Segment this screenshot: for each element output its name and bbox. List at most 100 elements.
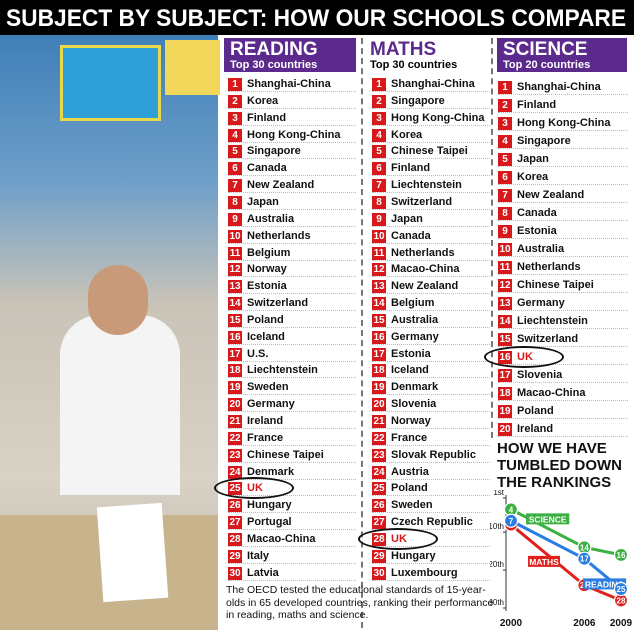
country-name: Finland xyxy=(391,162,431,175)
rank-badge: 10 xyxy=(372,229,386,243)
country-name: Iceland xyxy=(391,364,429,377)
country-name: Germany xyxy=(247,398,295,411)
y-tick-label: 1st xyxy=(493,490,504,497)
country-name: Ireland xyxy=(517,423,554,435)
rank-badge: 17 xyxy=(498,369,512,382)
rank-badge: 9 xyxy=(498,225,512,238)
country-name: Switzerland xyxy=(391,195,453,208)
ranking-row: 17 Slovenia xyxy=(498,368,628,383)
country-name: Germany xyxy=(391,330,439,343)
rank-badge: 14 xyxy=(228,297,242,311)
ranking-row: 16 Iceland xyxy=(228,330,356,345)
rank-badge: 21 xyxy=(228,415,242,428)
rank-badge: 13 xyxy=(228,280,242,294)
ranking-row: 13 New Zealand xyxy=(372,279,490,295)
country-name: Slovak Republic xyxy=(391,448,476,461)
ranking-row: 14 Liechtenstein xyxy=(498,314,628,329)
ranking-row: 1 Shanghai-China xyxy=(498,80,628,95)
science-header: SCIENCE Top 20 countries xyxy=(497,38,627,72)
reading-header: READING Top 30 countries xyxy=(224,38,356,72)
photo-student xyxy=(88,265,148,335)
country-name: Portugal xyxy=(247,516,292,529)
rank-badge: 16 xyxy=(372,330,386,344)
country-name: France xyxy=(391,431,428,444)
ranking-row: 15 Poland xyxy=(228,313,356,328)
ranking-row: 19 Denmark xyxy=(372,380,490,396)
ranking-row: 20 Germany xyxy=(228,397,356,413)
ranking-row: 23 Chinese Taipei xyxy=(228,448,356,463)
series-label: SCIENCE xyxy=(529,514,567,524)
ranking-row: 11 Netherlands xyxy=(372,246,490,261)
country-name: Poland xyxy=(391,482,428,495)
country-name: Liechtenstein xyxy=(391,179,462,192)
rank-badge: 3 xyxy=(498,117,512,130)
country-name: Netherlands xyxy=(391,246,455,259)
country-name: Japan xyxy=(391,212,423,225)
ranking-row: 22 France xyxy=(228,431,356,446)
country-name: Singapore xyxy=(517,135,571,147)
rank-badge: 22 xyxy=(228,431,242,445)
country-name: Chinese Taipei xyxy=(247,448,324,461)
ranking-row: 20 Ireland xyxy=(498,422,628,437)
country-name: Sweden xyxy=(247,381,289,394)
rank-badge: 2 xyxy=(372,94,386,108)
rank-badge: 5 xyxy=(372,145,386,159)
ranking-row: 2 Singapore xyxy=(372,94,490,109)
ranking-row: 26 Sweden xyxy=(372,498,490,514)
ranking-row: 17 Estonia xyxy=(372,347,490,362)
rank-badge: 3 xyxy=(372,111,386,125)
ranking-row: 23 Slovak Republic xyxy=(372,448,490,463)
rank-badge: 27 xyxy=(372,516,386,530)
ranking-row: 22 France xyxy=(372,431,490,446)
country-name: Sweden xyxy=(391,499,433,512)
country-name: New Zealand xyxy=(247,179,315,192)
ranking-row: 5 Chinese Taipei xyxy=(372,144,490,160)
ranking-row: 27 Portugal xyxy=(228,515,356,531)
rank-badge: 6 xyxy=(498,171,512,184)
ranking-row: 24 Austria xyxy=(372,465,490,480)
country-name: Shanghai-China xyxy=(391,78,475,90)
ranking-row: 13 Estonia xyxy=(228,279,356,295)
country-name: Italy xyxy=(247,549,270,562)
rank-badge: 1 xyxy=(498,81,512,94)
ranking-row: 25 UK xyxy=(228,481,356,497)
ranking-row: 9 Estonia xyxy=(498,224,628,239)
country-name: France xyxy=(247,431,284,444)
country-name: Liechtenstein xyxy=(517,315,588,327)
ranking-row: 11 Belgium xyxy=(228,246,356,261)
ranking-row: 20 Slovenia xyxy=(372,397,490,413)
photo-poster xyxy=(60,45,161,121)
country-name: Estonia xyxy=(391,347,431,360)
ranking-row: 4 Hong Kong-China xyxy=(228,128,356,143)
footnote: The OECD tested the educational standard… xyxy=(226,584,494,621)
ranking-row: 15 Switzerland xyxy=(498,332,628,347)
rank-badge: 30 xyxy=(228,566,242,580)
ranking-row: 7 New Zealand xyxy=(498,188,628,203)
ranking-row: 28 Macao-China xyxy=(228,532,356,547)
ranking-row: 21 Norway xyxy=(372,414,490,429)
country-name: UK xyxy=(247,482,263,495)
rank-badge: 13 xyxy=(498,297,512,310)
country-name: UK xyxy=(391,532,407,545)
ranking-row: 14 Switzerland xyxy=(228,296,356,312)
column-heading: MATHS xyxy=(370,39,437,60)
country-name: Austria xyxy=(391,465,429,478)
country-name: Norway xyxy=(391,415,431,427)
rank-badge: 19 xyxy=(498,405,512,418)
rank-badge: 23 xyxy=(372,448,386,462)
highlight-ring xyxy=(214,477,294,500)
rank-badge: 18 xyxy=(372,364,386,378)
country-name: Finland xyxy=(517,99,557,111)
rank-badge: 23 xyxy=(228,448,242,462)
rank-badge: 12 xyxy=(372,263,386,277)
country-name: Netherlands xyxy=(247,229,311,242)
classroom-photo xyxy=(0,35,220,630)
rank-badge: 25 xyxy=(228,482,242,496)
country-name: Hong Kong-China xyxy=(247,128,341,141)
rank-badge: 8 xyxy=(372,195,386,209)
rank-badge: 4 xyxy=(372,128,386,142)
photo-poster xyxy=(165,40,220,95)
country-name: Switzerland xyxy=(517,333,579,345)
country-name: Japan xyxy=(517,153,549,165)
y-tick-label: 20th xyxy=(490,560,504,569)
